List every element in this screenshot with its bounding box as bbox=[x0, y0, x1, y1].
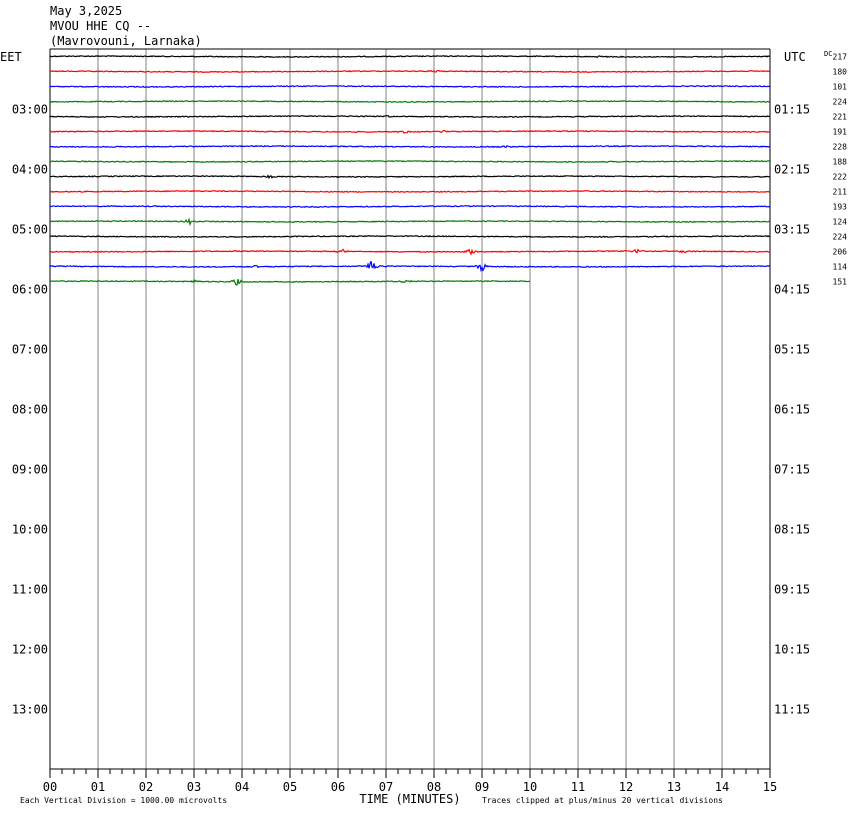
dc-offset-value: 151 bbox=[833, 278, 848, 287]
x-tick-label: 00 bbox=[43, 780, 57, 794]
seismic-trace bbox=[49, 129, 771, 134]
x-tick-label: 13 bbox=[667, 780, 681, 794]
seismic-trace bbox=[49, 174, 771, 179]
hour-label-utc: 02:15 bbox=[774, 163, 810, 177]
chart-header: May 3,2025 MVOU HHE CQ -- (Mavrovouni, L… bbox=[50, 4, 202, 49]
left-axis-label: EET bbox=[0, 50, 22, 64]
dc-offset-value: 188 bbox=[833, 158, 848, 167]
hour-label-utc: 08:15 bbox=[774, 523, 810, 537]
hour-label-eet: 11:00 bbox=[12, 583, 48, 597]
hour-label-eet: 03:00 bbox=[12, 103, 48, 117]
hour-label-eet: 10:00 bbox=[12, 523, 48, 537]
seismic-trace bbox=[49, 69, 771, 74]
dc-offset-value: 224 bbox=[833, 98, 848, 107]
hour-label-utc: 09:15 bbox=[774, 583, 810, 597]
clipping-note: Traces clipped at plus/minus 20 vertical… bbox=[482, 796, 723, 805]
hour-label-eet: 12:00 bbox=[12, 643, 48, 657]
dc-offset-value: 217 bbox=[833, 53, 848, 62]
hour-label-eet: 07:00 bbox=[12, 343, 48, 357]
hour-label-eet: 06:00 bbox=[12, 283, 48, 297]
seismic-trace bbox=[49, 144, 771, 149]
x-tick-label: 05 bbox=[283, 780, 297, 794]
hour-label-eet: 04:00 bbox=[12, 163, 48, 177]
dc-offset-value: 124 bbox=[833, 218, 848, 227]
seismic-trace bbox=[49, 217, 771, 227]
dc-offset-value: 180 bbox=[833, 68, 848, 77]
x-tick-label: 02 bbox=[139, 780, 153, 794]
right-axis-label: UTC bbox=[784, 50, 806, 64]
x-tick-label: 06 bbox=[331, 780, 345, 794]
hour-label-utc: 04:15 bbox=[774, 283, 810, 297]
hour-label-utc: 03:15 bbox=[774, 223, 810, 237]
dc-offset-value: 222 bbox=[833, 173, 848, 182]
hour-label-utc: 06:15 bbox=[774, 403, 810, 417]
dc-offset-value: 221 bbox=[833, 113, 848, 122]
station-location: (Mavrovouni, Larnaka) bbox=[50, 34, 202, 48]
x-tick-label: 03 bbox=[187, 780, 201, 794]
x-tick-label: 12 bbox=[619, 780, 633, 794]
hour-label-eet: 09:00 bbox=[12, 463, 48, 477]
dc-offset-value: 101 bbox=[833, 83, 848, 92]
hour-label-eet: 08:00 bbox=[12, 403, 48, 417]
seismic-trace bbox=[49, 100, 771, 103]
x-axis-label: TIME (MINUTES) bbox=[359, 792, 460, 806]
dc-offset-value: 114 bbox=[833, 263, 848, 272]
seismic-trace bbox=[49, 114, 771, 118]
seismic-trace bbox=[49, 205, 771, 209]
dc-offset-value: 228 bbox=[833, 143, 848, 152]
x-tick-label: 14 bbox=[715, 780, 729, 794]
dc-offset-value: 224 bbox=[833, 233, 848, 242]
dc-offset-value: 206 bbox=[833, 248, 848, 257]
hour-label-utc: 01:15 bbox=[774, 103, 810, 117]
dc-label: DC bbox=[824, 50, 832, 58]
x-tick-label: 15 bbox=[763, 780, 777, 794]
hour-label-utc: 11:15 bbox=[774, 703, 810, 717]
x-tick-label: 07 bbox=[379, 780, 393, 794]
seismic-trace bbox=[49, 278, 531, 286]
hour-label-eet: 05:00 bbox=[12, 223, 48, 237]
hour-label-utc: 05:15 bbox=[774, 343, 810, 357]
vertical-division-note: Each Vertical Division = 1000.00 microvo… bbox=[20, 796, 227, 805]
seismic-trace bbox=[49, 235, 771, 238]
hour-label-utc: 10:15 bbox=[774, 643, 810, 657]
record-date: May 3,2025 bbox=[50, 4, 123, 18]
dc-offset-value: 191 bbox=[833, 128, 848, 137]
seismic-trace bbox=[49, 55, 771, 59]
seismic-trace bbox=[49, 159, 771, 164]
seismic-trace bbox=[49, 85, 771, 88]
station-code: MVOU HHE CQ -- bbox=[50, 19, 152, 33]
hour-label-eet: 13:00 bbox=[12, 703, 48, 717]
x-tick-label: 08 bbox=[427, 780, 441, 794]
dc-offset-value: 193 bbox=[833, 203, 848, 212]
x-tick-label: 11 bbox=[571, 780, 585, 794]
x-tick-label: 04 bbox=[235, 780, 249, 794]
seismic-trace bbox=[49, 260, 771, 273]
seismic-trace bbox=[49, 190, 771, 193]
x-tick-label: 09 bbox=[475, 780, 489, 794]
x-tick-label: 10 bbox=[523, 780, 537, 794]
dc-offset-value: 211 bbox=[833, 188, 848, 197]
x-tick-label: 01 bbox=[91, 780, 105, 794]
seismic-trace bbox=[49, 248, 771, 256]
hour-label-utc: 07:15 bbox=[774, 463, 810, 477]
